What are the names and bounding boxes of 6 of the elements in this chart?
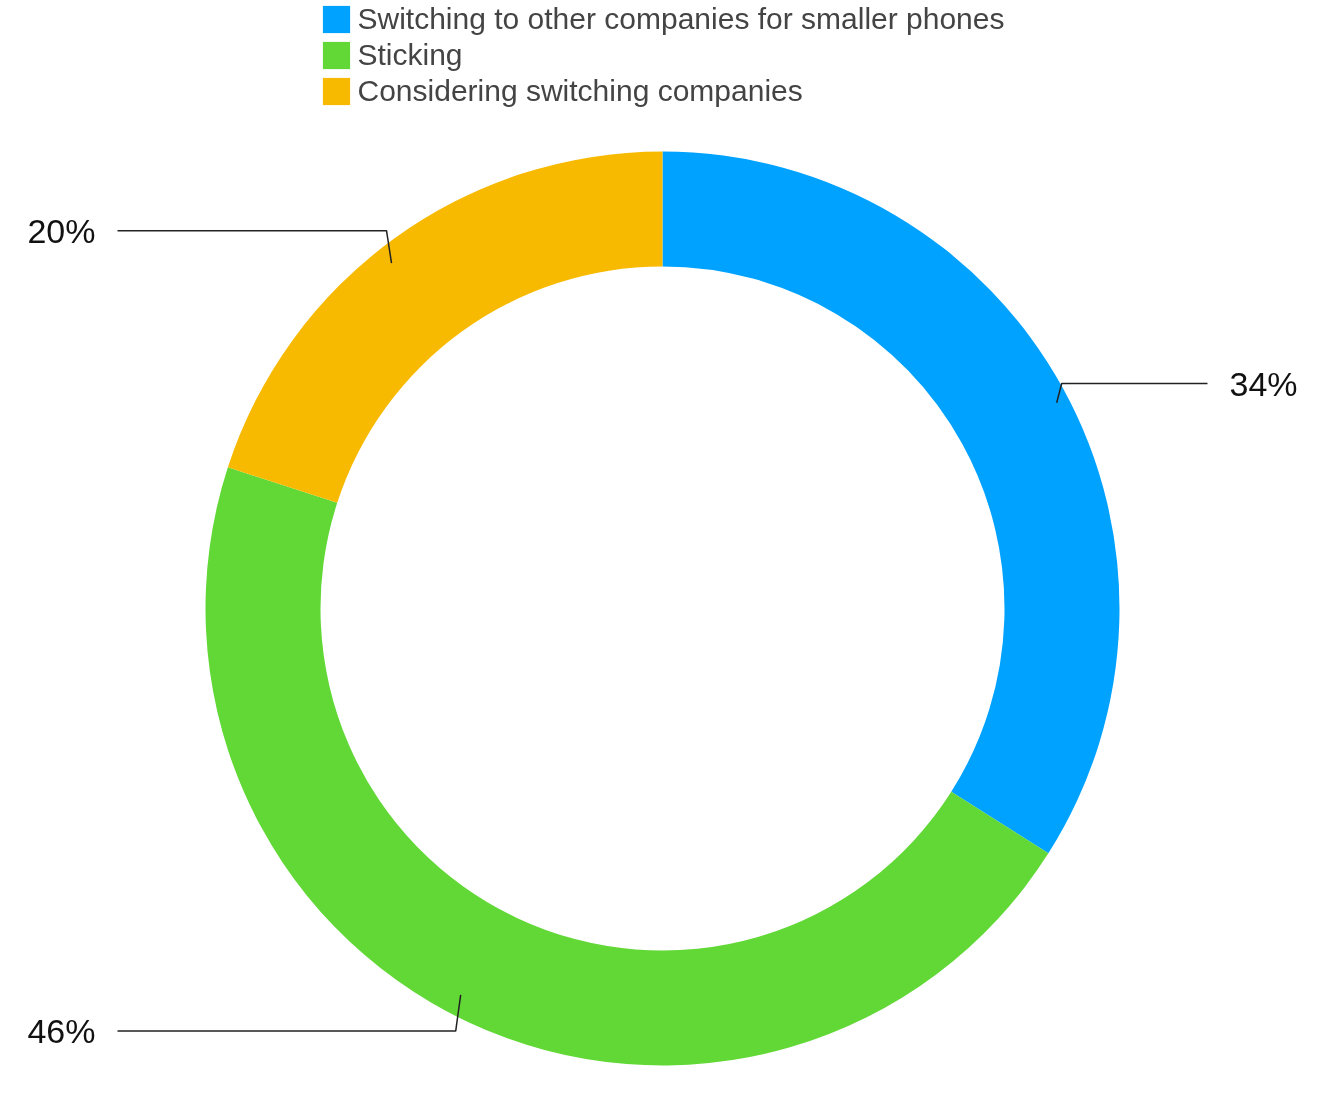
data-label: 20%: [27, 211, 96, 250]
legend-label: Sticking: [357, 38, 463, 72]
legend-label: Switching to other companies for smaller phones: [357, 2, 1005, 36]
data-label: 46%: [27, 1012, 96, 1051]
legend-label: Considering switching companies: [357, 74, 803, 108]
data-label: 34%: [1229, 364, 1298, 403]
